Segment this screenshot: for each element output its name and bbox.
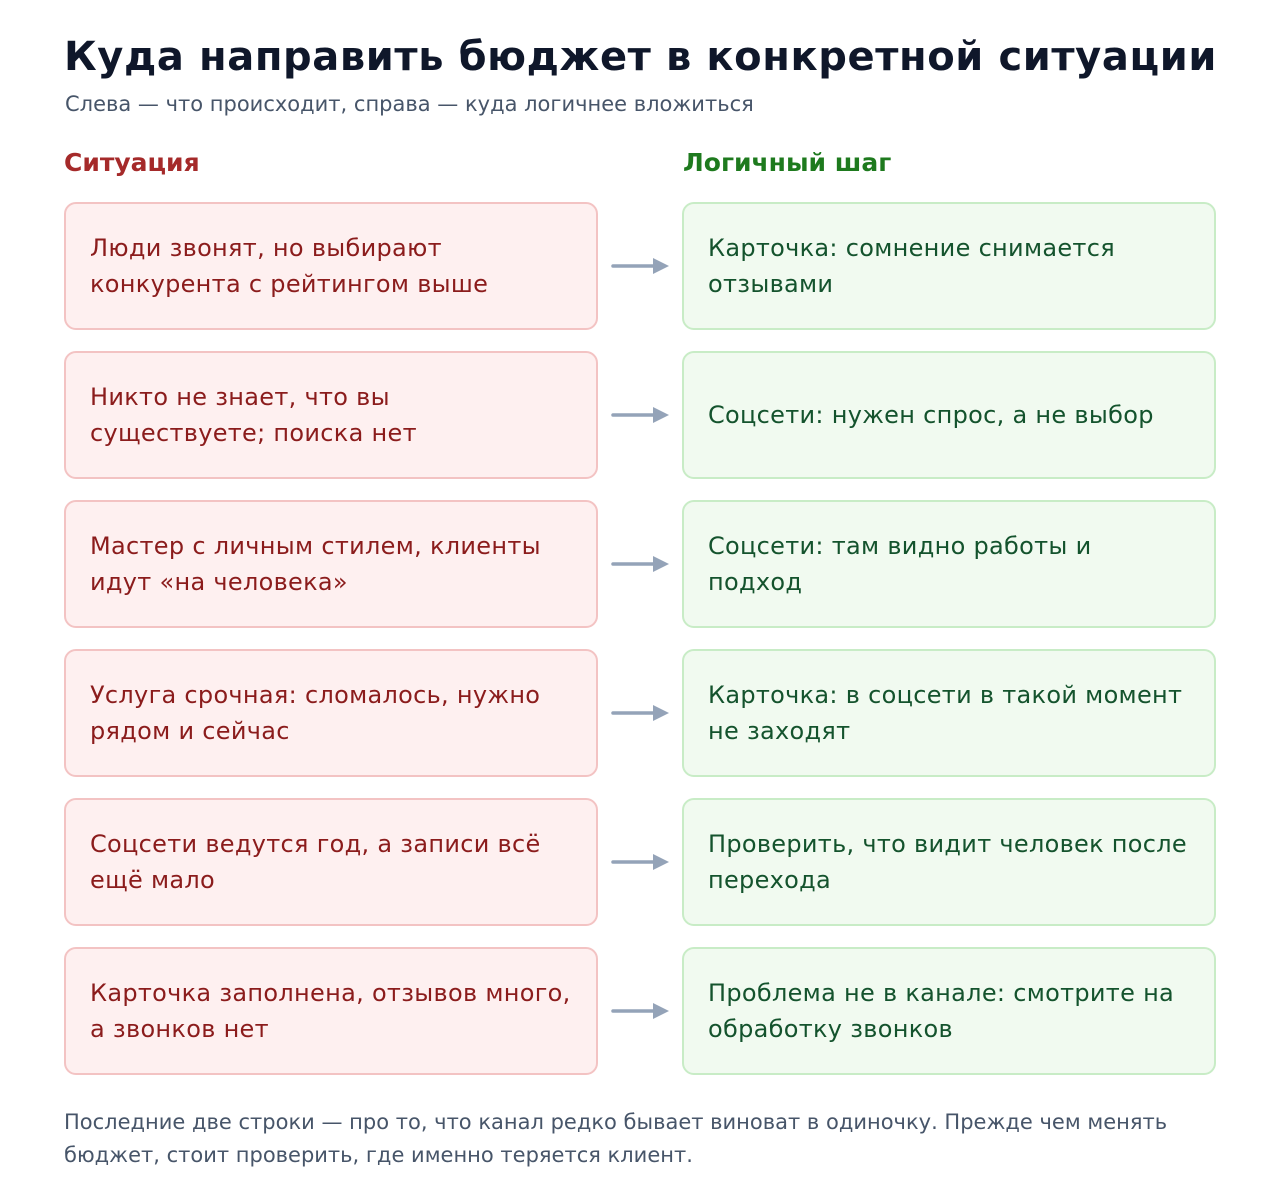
step-column-heading: Логичный шаг [683,148,892,177]
step-box: Соцсети: там видно работы и подход [682,500,1216,628]
situation-step-list: Люди звонят, но выбирают конкурента с ре… [64,202,1216,1096]
situation-step-row: Люди звонят, но выбирают конкурента с ре… [64,202,1216,330]
situation-step-row: Услуга срочная: сломалось, нужно рядом и… [64,649,1216,777]
situation-text: Услуга срочная: сломалось, нужно рядом и… [90,681,541,745]
situation-text: Никто не знает, что вы существуете; поис… [90,383,417,447]
page-subtitle: Слева — что происходит, справа — куда ло… [65,92,754,116]
situation-box: Люди звонят, но выбирают конкурента с ре… [64,202,598,330]
situation-box: Соцсети ведутся год, а записи всё ещё ма… [64,798,598,926]
step-box: Карточка: в соцсети в такой момент не за… [682,649,1216,777]
step-box: Карточка: сомнение снимается отзывами [682,202,1216,330]
step-text: Соцсети: там видно работы и подход [708,532,1092,596]
situation-column-heading: Ситуация [64,148,200,177]
arrow-right-icon [611,556,669,572]
situation-box: Мастер с личным стилем, клиенты идут «на… [64,500,598,628]
arrow-right-icon [611,407,669,423]
situation-step-row: Мастер с личным стилем, клиенты идут «на… [64,500,1216,628]
arrow-right-icon [611,1003,669,1019]
arrow-right-icon [611,258,669,274]
situation-text: Мастер с личным стилем, клиенты идут «на… [90,532,541,596]
step-box: Соцсети: нужен спрос, а не выбор [682,351,1216,479]
step-text: Проблема не в канале: смотрите на обрабо… [708,979,1175,1043]
arrow-right-icon [611,705,669,721]
situation-step-row: Соцсети ведутся год, а записи всё ещё ма… [64,798,1216,926]
situation-step-row: Карточка заполнена, отзывов много, а зво… [64,947,1216,1075]
step-text: Карточка: в соцсети в такой момент не за… [708,681,1183,745]
situation-box: Услуга срочная: сломалось, нужно рядом и… [64,649,598,777]
situation-box: Карточка заполнена, отзывов много, а зво… [64,947,598,1075]
arrow-right-icon [611,854,669,870]
situation-text: Люди звонят, но выбирают конкурента с ре… [90,234,489,298]
page-title: Куда направить бюджет в конкретной ситуа… [64,34,1217,80]
situation-text: Карточка заполнена, отзывов много, а зво… [90,979,571,1043]
situation-box: Никто не знает, что вы существуете; поис… [64,351,598,479]
step-text: Соцсети: нужен спрос, а не выбор [708,401,1154,429]
step-box: Проблема не в канале: смотрите на обрабо… [682,947,1216,1075]
situation-step-row: Никто не знает, что вы существуете; поис… [64,351,1216,479]
situation-text: Соцсети ведутся год, а записи всё ещё ма… [90,830,541,894]
step-box: Проверить, что видит человек после перех… [682,798,1216,926]
footer-note: Последние две строки — про то, что канал… [64,1110,1168,1167]
step-text: Карточка: сомнение снимается отзывами [708,234,1115,298]
step-text: Проверить, что видит человек после перех… [708,830,1187,894]
